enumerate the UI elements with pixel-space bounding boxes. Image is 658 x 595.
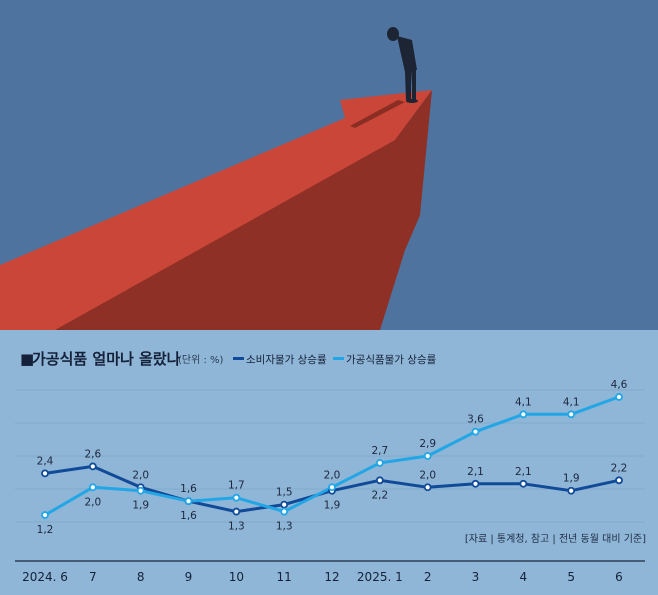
person-figure — [387, 27, 418, 103]
legend-swatch-food — [333, 357, 344, 360]
data-point — [375, 459, 384, 467]
data-point — [328, 483, 336, 492]
data-point — [41, 469, 49, 478]
data-label: 1,3 — [276, 521, 293, 533]
legend-label-food: 가공식품물가 상승률 — [346, 354, 437, 366]
data-label: 2,9 — [419, 438, 436, 450]
chart-title: 가공식품 얼마나 올랐나 — [32, 350, 181, 368]
data-point — [232, 493, 241, 502]
data-label: 2,0 — [419, 469, 436, 481]
data-label: 1,6 — [180, 483, 197, 495]
source-note: [자료 | 통계청, 참고 | 전년 동월 대비 기준] — [465, 533, 646, 545]
x-tick-label: 12 — [324, 570, 339, 584]
data-label: 2,7 — [371, 445, 388, 457]
data-point — [615, 393, 623, 401]
x-tick-label: 8 — [137, 570, 145, 584]
arrow-top-face — [0, 90, 432, 330]
data-label: 2,4 — [37, 455, 54, 467]
x-tick-label: 2025. 1 — [357, 570, 403, 584]
chart-background — [0, 330, 658, 595]
data-point — [567, 410, 576, 419]
data-point — [88, 483, 97, 492]
chart-panel: ■ 가공식품 얼마나 올랐나 (단위 : %) 소비자물가 상승률 가공식품물가… — [0, 330, 658, 595]
x-tick-label: 7 — [89, 570, 97, 584]
data-label: 4,1 — [515, 396, 532, 408]
legend-swatch-cpi — [233, 357, 244, 360]
data-label: 4,6 — [611, 379, 628, 391]
data-point — [615, 476, 623, 485]
data-label: 2,0 — [132, 469, 149, 481]
data-point — [280, 507, 289, 516]
data-point — [423, 483, 432, 492]
data-label: 2,0 — [324, 469, 341, 481]
unit-label: (단위 : %) — [178, 353, 224, 366]
x-tick-label: 6 — [615, 570, 623, 584]
x-tick-label: 4 — [520, 570, 528, 584]
data-label: 2,2 — [611, 462, 628, 474]
data-label: 2,6 — [84, 448, 101, 460]
data-point — [184, 497, 193, 506]
data-point — [567, 486, 576, 495]
legend: 소비자물가 상승률 가공식품물가 상승률 — [233, 354, 437, 366]
data-label: 1,9 — [324, 500, 341, 512]
data-point — [375, 476, 384, 485]
data-point — [41, 511, 49, 519]
data-point — [280, 500, 289, 509]
x-tick-label: 2024. 6 — [22, 570, 68, 584]
data-point — [519, 479, 528, 488]
data-point — [471, 427, 480, 436]
x-tick-label: 2 — [424, 570, 432, 584]
data-label: 1,9 — [132, 500, 149, 512]
data-label: 3,6 — [467, 414, 484, 426]
data-point — [136, 486, 145, 495]
arrow-head-face — [395, 90, 432, 250]
data-label: 1,9 — [563, 473, 580, 485]
data-label: 2,2 — [371, 489, 388, 501]
x-tick-label: 3 — [472, 570, 480, 584]
data-label: 1,5 — [276, 487, 293, 499]
x-tick-label: 5 — [567, 570, 575, 584]
person-shadow — [350, 100, 405, 128]
series-layer: 2,4 2,6 2,0 1,6 1,3 1,5 1,9 2,2 2,0 2,1 2,1 1,9 2,2 1… — [37, 379, 628, 536]
data-label: 2,0 — [84, 496, 101, 508]
data-point — [232, 507, 241, 516]
data-point — [471, 479, 480, 488]
data-label: 4,1 — [563, 396, 580, 408]
x-tick-label: 11 — [277, 570, 292, 584]
data-label: 1,3 — [228, 521, 245, 533]
data-label: 1,7 — [228, 480, 245, 492]
data-label: 1,2 — [37, 524, 54, 536]
title-marker: ■ — [20, 350, 34, 368]
data-label: 2,1 — [515, 466, 532, 478]
x-tick-labels: 2024. 6 7 8 9 10 11 12 2025. 1 2 3 4 5 6 — [22, 570, 623, 584]
x-tick-label: 9 — [185, 570, 193, 584]
data-label: 1,6 — [180, 510, 197, 522]
data-point — [519, 410, 528, 419]
data-label: 2,1 — [467, 466, 484, 478]
data-point — [88, 462, 97, 471]
illustration — [0, 27, 432, 330]
data-point — [423, 452, 432, 460]
legend-label-cpi: 소비자물가 상승률 — [246, 354, 327, 366]
x-tick-label: 10 — [229, 570, 244, 584]
